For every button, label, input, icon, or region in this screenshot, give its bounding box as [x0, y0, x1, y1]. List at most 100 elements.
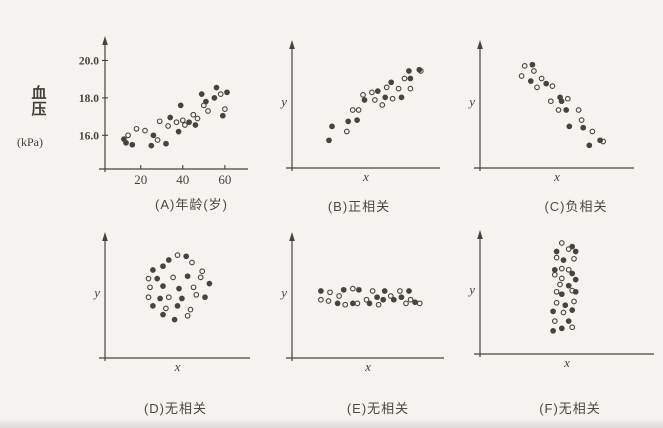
- data-point: [165, 294, 172, 301]
- data-point: [406, 288, 412, 294]
- data-point: [356, 286, 362, 293]
- data-point: [416, 300, 423, 307]
- scatter-svg-d: yx: [92, 232, 250, 374]
- data-point: [558, 291, 565, 298]
- y-axis-letter: y: [467, 282, 475, 297]
- data-point: [374, 88, 381, 94]
- data-point: [569, 324, 576, 331]
- scatter-svg-a: 20 40 60 16.0 18.0 20.0: [79, 36, 248, 187]
- data-point: [217, 91, 224, 97]
- data-point: [222, 106, 228, 112]
- data-point: [145, 275, 152, 282]
- scatter-svg-e: yx: [279, 232, 444, 374]
- data-point: [211, 95, 218, 101]
- data-point: [565, 318, 572, 324]
- caption-panel-e: (E)无相关: [346, 401, 410, 416]
- data-point: [326, 137, 332, 144]
- data-point: [383, 84, 390, 91]
- y-axis-arrow-icon: [289, 232, 295, 241]
- data-point: [345, 118, 352, 125]
- data-point: [213, 84, 220, 91]
- y-axis-title-char-1: 血: [31, 85, 47, 102]
- data-point: [531, 68, 537, 74]
- data-point: [566, 123, 573, 130]
- data-point: [163, 140, 169, 147]
- data-point: [167, 114, 174, 121]
- data-point: [133, 125, 140, 132]
- data-point: [340, 286, 347, 293]
- data-point: [205, 108, 211, 114]
- data-point: [192, 122, 199, 128]
- data-point: [179, 117, 186, 124]
- data-point: [343, 128, 350, 135]
- caption-panel-a: (A)年龄(岁): [155, 197, 228, 212]
- data-point: [203, 98, 209, 105]
- data-point: [369, 89, 375, 96]
- data-point: [199, 268, 206, 275]
- data-point: [154, 275, 161, 282]
- data-point: [557, 281, 563, 288]
- x-axis-letter: x: [563, 355, 570, 370]
- data-point: [361, 97, 368, 103]
- data-point: [565, 246, 572, 252]
- data-point: [184, 273, 191, 280]
- data-point: [147, 284, 153, 291]
- data-point: [125, 132, 131, 139]
- data-point: [165, 123, 171, 129]
- data-point: [381, 288, 388, 294]
- data-point: [198, 91, 205, 97]
- data-point: [123, 139, 129, 146]
- data-point: [558, 240, 565, 246]
- y-axis-arrow-icon: [289, 40, 295, 49]
- data-point: [163, 305, 169, 312]
- data-point: [374, 294, 380, 301]
- data-point: [190, 284, 197, 291]
- data-point: [397, 288, 403, 294]
- data-point: [372, 97, 378, 103]
- data-point: [412, 299, 418, 306]
- data-point: [534, 84, 540, 91]
- data-point: [558, 325, 565, 332]
- y-axis-unit-kpa: (kPa): [17, 135, 43, 149]
- data-point: [551, 266, 558, 273]
- data-point: [388, 79, 395, 86]
- y-axis-letter: y: [467, 94, 475, 109]
- data-point: [538, 75, 545, 82]
- data-point: [565, 282, 572, 289]
- scatter-svg-b: yx: [279, 40, 440, 184]
- y-axis-arrow-icon: [477, 40, 483, 49]
- data-point: [553, 288, 560, 295]
- data-point: [160, 311, 166, 318]
- data-point: [407, 75, 414, 82]
- data-point: [349, 107, 356, 113]
- data-point: [150, 132, 157, 139]
- data-point: [558, 98, 565, 105]
- data-point: [382, 94, 389, 101]
- data-point: [390, 296, 397, 303]
- data-point: [174, 252, 181, 258]
- data-point: [182, 122, 188, 128]
- data-point: [355, 107, 362, 113]
- data-point: [401, 75, 408, 82]
- data-point: [336, 293, 342, 299]
- scatter-svg-f: yx: [467, 230, 654, 370]
- data-point: [173, 119, 180, 126]
- data-point: [569, 270, 576, 277]
- data-point: [589, 128, 596, 135]
- data-point: [518, 73, 525, 79]
- data-point: [553, 299, 560, 306]
- data-point: [417, 68, 424, 74]
- data-point: [170, 274, 176, 281]
- y-tick-label: 16.0: [79, 130, 99, 142]
- data-point: [600, 138, 607, 145]
- data-point: [318, 288, 324, 294]
- data-point: [349, 285, 356, 292]
- caption-panel-d: (D)无相关: [143, 401, 208, 416]
- y-axis-letter: y: [92, 285, 100, 300]
- data-point: [569, 307, 576, 313]
- data-point: [177, 102, 184, 109]
- y-axis-arrow-icon: [102, 36, 108, 45]
- data-point: [553, 248, 560, 255]
